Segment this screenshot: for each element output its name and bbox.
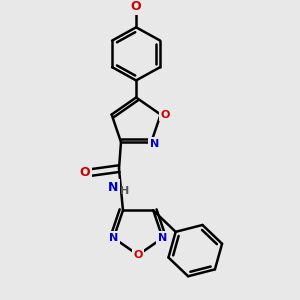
- Text: O: O: [79, 166, 90, 179]
- Text: O: O: [161, 110, 170, 119]
- Text: N: N: [109, 233, 118, 243]
- Text: N: N: [108, 181, 118, 194]
- Text: N: N: [158, 233, 167, 243]
- Text: O: O: [131, 0, 141, 13]
- Text: O: O: [134, 250, 143, 260]
- Text: H: H: [120, 186, 130, 197]
- Text: N: N: [150, 139, 159, 149]
